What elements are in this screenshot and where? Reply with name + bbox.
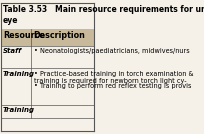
Text: Resource: Resource	[3, 31, 45, 40]
Text: Description: Description	[33, 31, 85, 40]
Text: Table 3.53   Main resource requirements for universal newb-
eye: Table 3.53 Main resource requirements fo…	[3, 5, 204, 25]
Text: Staff: Staff	[3, 48, 22, 54]
FancyBboxPatch shape	[1, 29, 94, 46]
FancyBboxPatch shape	[1, 3, 94, 131]
Text: • Practice-based training in torch examination &
training is required for newbor: • Practice-based training in torch exami…	[33, 71, 193, 84]
Text: Training: Training	[3, 107, 35, 113]
Text: • Training to perform red reflex testing is provis: • Training to perform red reflex testing…	[33, 83, 191, 89]
Text: • Neonatologists/paediatricians, midwives/nurs: • Neonatologists/paediatricians, midwive…	[33, 48, 189, 54]
Text: Training: Training	[3, 71, 35, 77]
